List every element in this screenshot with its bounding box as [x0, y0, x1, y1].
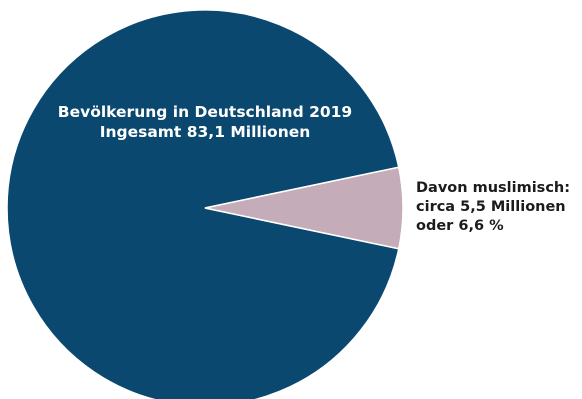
callout-line-3: oder 6,6 %: [416, 218, 504, 234]
pie-slice-muslim: [204, 166, 404, 250]
muslim-slice-callout: Davon muslimisch: circa 5,5 Millionen od…: [416, 179, 580, 236]
main-slice-label-line-1: Bevölkerung in Deutschland 2019: [57, 103, 353, 121]
pie-slice-total-population: [6, 9, 400, 399]
callout-line-1: Davon muslimisch:: [416, 180, 571, 196]
main-slice-label: Bevölkerung in Deutschland 2019 Ingesamt…: [40, 102, 370, 142]
main-slice-label-line-2: Ingesamt 83,1 Millionen: [99, 123, 311, 141]
callout-line-2: circa 5,5 Millionen: [416, 199, 566, 215]
